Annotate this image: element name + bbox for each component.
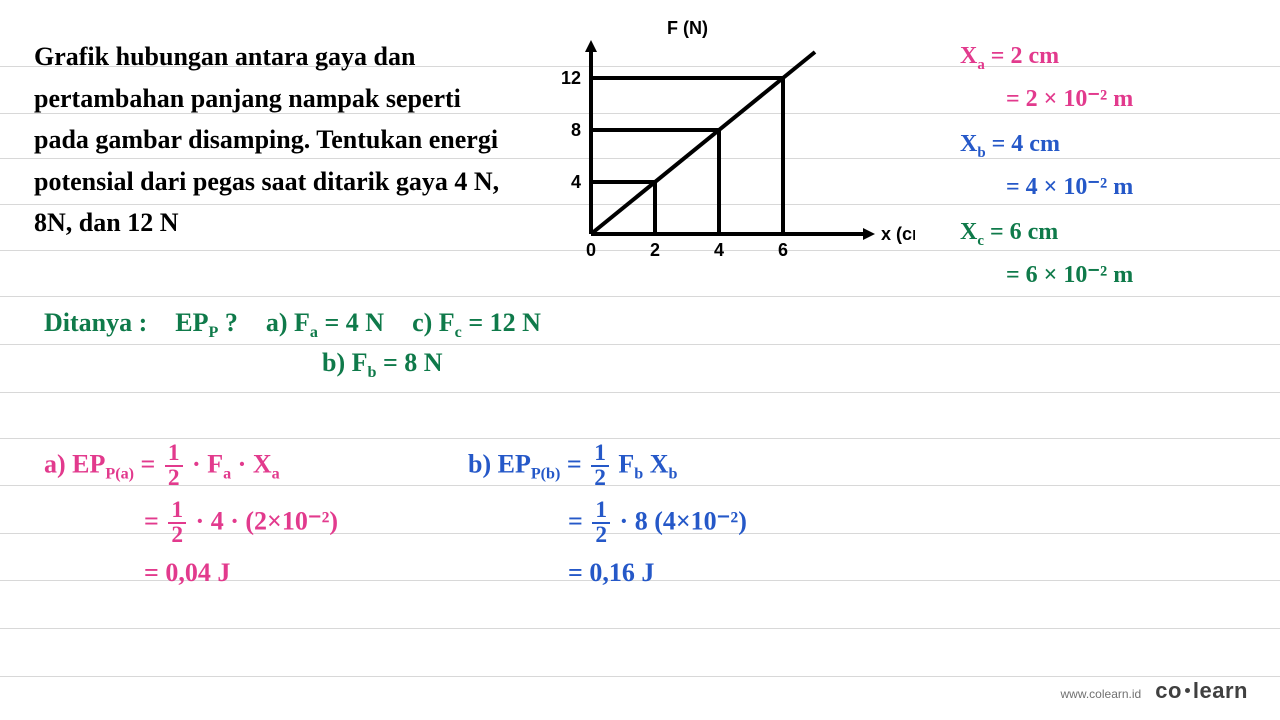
brand-dot-icon — [1185, 688, 1190, 693]
dit-a-Fs: a — [310, 324, 318, 341]
problem-statement: Grafik hubungan antara gaya dan pertamba… — [34, 36, 514, 244]
b-pre: b) EP — [468, 449, 531, 478]
epp-q: ? — [225, 308, 238, 337]
b-num: 1 — [591, 442, 609, 467]
brand-co: co — [1155, 678, 1182, 703]
dit-b-F: F — [352, 348, 368, 377]
b-den2: 2 — [592, 524, 610, 547]
b-half: 12 — [591, 442, 609, 491]
ditanya-label: Ditanya : — [44, 308, 147, 338]
dit-b-Fs: b — [368, 364, 377, 381]
dit-a-F: F — [294, 308, 310, 337]
xb-val: = 4 cm — [992, 131, 1060, 157]
xb-sub: b — [977, 145, 985, 161]
ditanya-c: c) Fc = 12 N — [412, 308, 541, 342]
dit-b-lbl: b) — [322, 348, 345, 377]
sol-b-line2: = 12 · 8 (4×10⁻²) — [468, 499, 747, 548]
b-num2: 1 — [592, 499, 610, 524]
xb-sym: X — [960, 131, 977, 157]
a-fas: a — [223, 466, 231, 483]
b-fb: F — [618, 449, 634, 478]
sol-a-line1: a) EPP(a) = 12 · Fa · Xa — [44, 442, 338, 491]
ditanya-epp: EPP ? — [175, 308, 238, 342]
svg-text:2: 2 — [650, 240, 660, 260]
dit-c-Fs: c — [455, 324, 462, 341]
xa-conv: = 2 × 10⁻² m — [960, 81, 1133, 118]
dit-c-val: = 12 N — [468, 308, 541, 337]
a-den: 2 — [165, 467, 183, 490]
svg-text:6: 6 — [778, 240, 788, 260]
a-pre: a) EP — [44, 449, 105, 478]
solution-a: a) EPP(a) = 12 · Fa · Xa = 12 · 4 · (2×1… — [44, 442, 338, 588]
xc-sub: c — [977, 233, 984, 249]
b-xbs: b — [669, 466, 678, 483]
xc-sym: X — [960, 219, 977, 245]
b-l2b: · 8 (4×10⁻²) — [620, 506, 747, 535]
svg-text:x (cm): x (cm) — [881, 224, 915, 244]
dit-a-lbl: a) — [266, 308, 288, 337]
b-fbs: b — [634, 466, 643, 483]
a-xas: a — [272, 466, 280, 483]
footer-url: www.colearn.id — [1061, 687, 1142, 701]
a-num: 1 — [165, 442, 183, 467]
a-num2: 1 — [168, 499, 186, 524]
sol-a-line3: = 0,04 J — [44, 558, 338, 588]
dit-b-val: = 8 N — [383, 348, 443, 377]
footer: www.colearn.id colearn — [1061, 678, 1248, 704]
xa-sub: a — [977, 57, 984, 73]
svg-text:4: 4 — [714, 240, 724, 260]
a-eq: = — [141, 449, 156, 478]
sol-b-line1: b) EPP(b) = 12 Fb Xb — [468, 442, 747, 491]
sol-a-line2: = 12 · 4 · (2×10⁻²) — [44, 499, 338, 548]
ditanya-b: b) Fb = 8 N — [322, 348, 443, 382]
b-sub: P(b) — [531, 466, 561, 483]
dit-c-F: F — [439, 308, 455, 337]
svg-text:12: 12 — [561, 68, 581, 88]
xb-conv: = 4 × 10⁻² m — [960, 169, 1133, 206]
a-half2: 12 — [168, 499, 186, 548]
a-l2a: = — [144, 506, 165, 535]
asked-section: Ditanya : EPP ? a) Fa = 4 N c) Fc = 12 N… — [44, 308, 541, 382]
xc-line: Xc = 6 cm — [960, 214, 1133, 253]
a-den2: 2 — [168, 524, 186, 547]
a-half: 12 — [165, 442, 183, 491]
svg-text:F (N): F (N) — [667, 18, 708, 38]
epp-sub: P — [209, 324, 219, 341]
footer-brand: colearn — [1155, 678, 1248, 704]
xa-sym: X — [960, 43, 977, 69]
epp-text: EP — [175, 308, 208, 337]
b-xb: X — [650, 449, 669, 478]
a-sub: P(a) — [105, 466, 134, 483]
brand-learn: learn — [1193, 678, 1248, 703]
ditanya-a: a) Fa = 4 N — [266, 308, 384, 342]
solution-b: b) EPP(b) = 12 Fb Xb = 12 · 8 (4×10⁻²) =… — [468, 442, 747, 588]
a-fa: · F — [192, 449, 223, 478]
force-extension-chart: F (N) 4 8 12 0 2 4 6 x (cm) — [535, 18, 915, 278]
b-half2: 12 — [592, 499, 610, 548]
a-l2b: · 4 · (2×10⁻²) — [196, 506, 339, 535]
a-xa: · X — [238, 449, 272, 478]
b-den: 2 — [591, 467, 609, 490]
dit-a-val: = 4 N — [324, 308, 384, 337]
svg-text:4: 4 — [571, 172, 581, 192]
b-eq: = — [567, 449, 582, 478]
dit-c-lbl: c) — [412, 308, 432, 337]
xc-conv: = 6 × 10⁻² m — [960, 257, 1133, 294]
svg-text:8: 8 — [571, 120, 581, 140]
xa-val: = 2 cm — [991, 43, 1059, 69]
sol-b-line3: = 0,16 J — [468, 558, 747, 588]
given-values: Xa = 2 cm = 2 × 10⁻² m Xb = 4 cm = 4 × 1… — [960, 38, 1133, 298]
svg-text:0: 0 — [586, 240, 596, 260]
chart-svg: F (N) 4 8 12 0 2 4 6 x (cm) — [535, 18, 915, 278]
xa-line: Xa = 2 cm — [960, 38, 1133, 77]
xb-line: Xb = 4 cm — [960, 126, 1133, 165]
xc-val: = 6 cm — [990, 219, 1058, 245]
b-l2a: = — [568, 506, 589, 535]
